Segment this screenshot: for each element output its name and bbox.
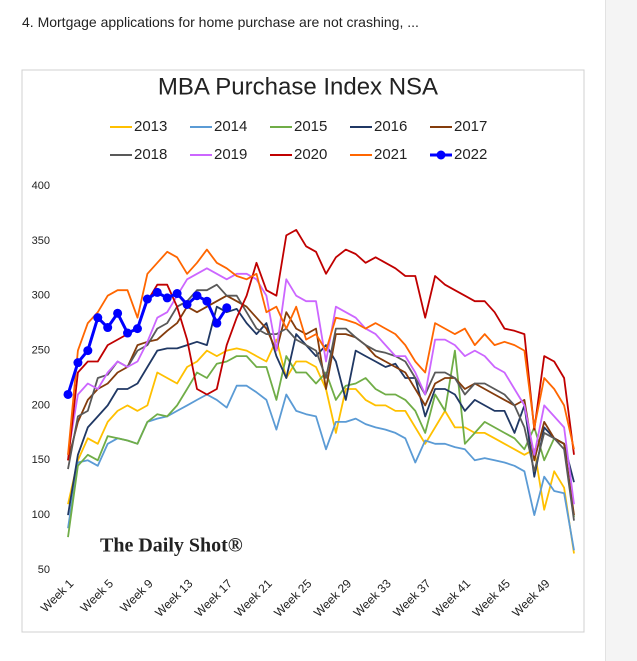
y-tick-label: 250: [32, 344, 50, 356]
legend-label: 2015: [294, 118, 327, 135]
series-marker: [83, 346, 93, 356]
y-tick-label: 400: [32, 180, 50, 192]
series-marker: [202, 296, 212, 306]
series-line: [67, 294, 575, 516]
series-marker: [103, 323, 113, 333]
y-tick-label: 150: [32, 454, 50, 466]
watermark: The Daily Shot®: [100, 535, 243, 557]
series-line: [67, 267, 575, 505]
series-marker: [212, 318, 222, 328]
y-tick-label: 300: [32, 290, 50, 302]
y-tick-label: 200: [32, 399, 50, 411]
caption: 4. Mortgage applications for home purcha…: [22, 14, 419, 30]
legend-label: 2016: [374, 118, 407, 135]
side-strip: [605, 0, 637, 661]
series-line: [67, 229, 575, 461]
chart-frame: [21, 69, 585, 633]
series-marker: [182, 299, 192, 309]
series-marker: [132, 324, 142, 334]
legend-label: 2013: [134, 118, 167, 135]
legend-label: 2020: [294, 146, 327, 163]
series-line: [67, 248, 575, 455]
series-marker: [192, 291, 202, 301]
series-marker: [162, 293, 172, 303]
y-tick-label: 350: [32, 235, 50, 247]
series-marker: [93, 313, 103, 323]
series-marker: [142, 294, 152, 304]
series-line: [67, 305, 575, 516]
series-marker: [63, 389, 73, 399]
legend-label: 2021: [374, 146, 407, 163]
legend-label: 2022: [454, 146, 487, 163]
series-marker: [152, 287, 162, 297]
series-marker: [172, 289, 182, 299]
series-marker: [73, 358, 83, 368]
series-marker: [113, 308, 123, 318]
legend-label: 2019: [214, 146, 247, 163]
legend-label: 2018: [134, 146, 167, 163]
legend-label: 2017: [454, 118, 487, 135]
series-line: [67, 384, 575, 551]
legend-label: 2014: [214, 118, 247, 135]
y-tick-label: 100: [32, 509, 50, 521]
series-line: [67, 349, 575, 538]
chart: MBA Purchase Index NSA The Daily Shot® 5…: [21, 69, 585, 633]
y-tick-label: 50: [38, 564, 50, 576]
series-line: [67, 283, 575, 521]
legend-marker: [436, 150, 446, 160]
series-marker: [123, 328, 133, 338]
series-marker: [222, 303, 232, 313]
chart-title: MBA Purchase Index NSA: [158, 73, 438, 100]
